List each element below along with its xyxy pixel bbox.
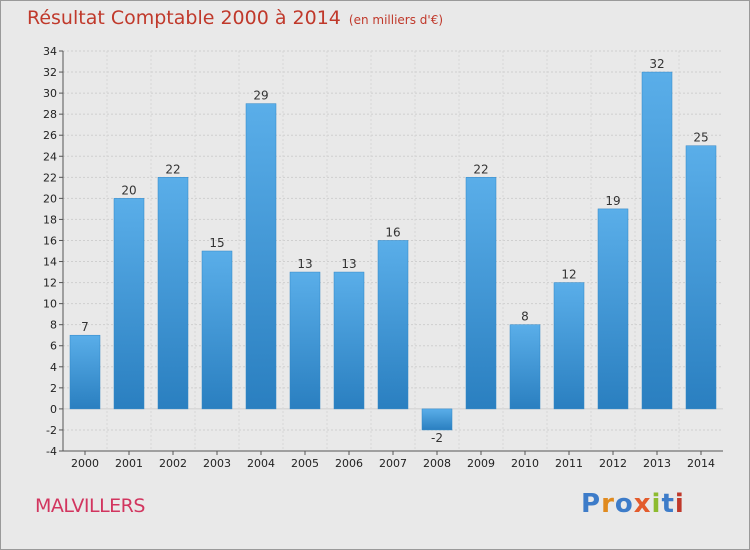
data-label: 7 bbox=[81, 320, 89, 334]
data-label: 22 bbox=[473, 162, 488, 176]
logo-letter: t bbox=[661, 489, 675, 519]
y-tick-label: 22 bbox=[43, 171, 57, 184]
data-labels: 7 20 22 15 29 13 13 16 -2 22 8 12 19 32 25 bbox=[81, 57, 708, 445]
x-tick-label: 2006 bbox=[335, 457, 363, 470]
y-tick-label: 8 bbox=[50, 319, 57, 332]
data-label: 25 bbox=[693, 131, 708, 145]
y-tick-label: 18 bbox=[43, 213, 57, 226]
y-tick-label: 26 bbox=[43, 129, 57, 142]
y-tick-label: -2 bbox=[46, 424, 57, 437]
x-tick-label: 2008 bbox=[423, 457, 451, 470]
x-tick-label: 2012 bbox=[599, 457, 627, 470]
y-tick-label: 16 bbox=[43, 234, 57, 247]
logo-letter: P bbox=[581, 489, 602, 519]
x-tick-label: 2013 bbox=[643, 457, 671, 470]
y-tick-label: 10 bbox=[43, 298, 57, 311]
bar bbox=[597, 208, 629, 410]
bar bbox=[465, 177, 497, 410]
bar bbox=[69, 334, 101, 410]
y-tick-label: 28 bbox=[43, 108, 57, 121]
x-tick-label: 2011 bbox=[555, 457, 583, 470]
bar bbox=[245, 103, 277, 410]
logo-letter: x bbox=[633, 489, 652, 519]
data-label: 32 bbox=[649, 57, 664, 71]
bar bbox=[641, 71, 673, 410]
y-tick-label: 34 bbox=[43, 45, 57, 58]
bar bbox=[201, 250, 233, 410]
x-tick-label: 2002 bbox=[159, 457, 187, 470]
chart-title: Résultat Comptable 2000 à 2014 bbox=[27, 7, 341, 29]
x-tick-label: 2009 bbox=[467, 457, 495, 470]
logo-letter: o bbox=[614, 489, 634, 519]
chart-subtitle: (en milliers d'€) bbox=[348, 13, 444, 27]
data-label: 15 bbox=[209, 236, 224, 250]
commune-name: MALVILLERS bbox=[35, 495, 145, 517]
y-tick-label: 0 bbox=[50, 403, 57, 416]
bars bbox=[69, 71, 717, 431]
data-label: 16 bbox=[385, 225, 400, 239]
x-tick-label: 2007 bbox=[379, 457, 407, 470]
bar bbox=[685, 145, 717, 410]
y-tick-label: 24 bbox=[43, 150, 57, 163]
data-label: 29 bbox=[253, 89, 268, 103]
y-tick-label: -4 bbox=[46, 445, 57, 458]
bar bbox=[333, 271, 365, 410]
logo-letter: r bbox=[601, 489, 615, 519]
bar bbox=[553, 282, 585, 410]
bar bbox=[289, 271, 321, 410]
data-label: 19 bbox=[605, 194, 620, 208]
x-tick-label: 2003 bbox=[203, 457, 231, 470]
data-label: 22 bbox=[165, 162, 180, 176]
x-tick-label: 2001 bbox=[115, 457, 143, 470]
data-label: 8 bbox=[521, 310, 529, 324]
y-tick-label: 12 bbox=[43, 277, 57, 290]
logo-letter: i bbox=[651, 489, 662, 519]
bar bbox=[377, 240, 409, 410]
title-line: Résultat Comptable 2000 à 2014 (en millie… bbox=[27, 7, 443, 29]
data-label: 12 bbox=[561, 268, 576, 282]
data-label: 20 bbox=[121, 183, 136, 197]
bar bbox=[157, 177, 189, 410]
x-tick-label: 2014 bbox=[687, 457, 715, 470]
y-tick-label: 20 bbox=[43, 192, 57, 205]
y-tick-label: 6 bbox=[50, 340, 57, 353]
x-tick-label: 2010 bbox=[511, 457, 539, 470]
data-label: -2 bbox=[431, 431, 443, 445]
proxiti-logo[interactable]: Proxiti bbox=[581, 489, 685, 519]
data-label: 13 bbox=[341, 257, 356, 271]
y-tick-label: 14 bbox=[43, 256, 57, 269]
bar bbox=[509, 324, 541, 410]
bar bbox=[421, 408, 453, 431]
y-tick-label: 32 bbox=[43, 66, 57, 79]
x-tick-label: 2000 bbox=[71, 457, 99, 470]
y-tick-label: 4 bbox=[50, 361, 57, 374]
y-tick-label: 30 bbox=[43, 87, 57, 100]
x-tick-label: 2004 bbox=[247, 457, 275, 470]
data-label: 13 bbox=[297, 257, 312, 271]
logo-letter: i bbox=[674, 489, 685, 519]
x-tick-label: 2005 bbox=[291, 457, 319, 470]
bar bbox=[113, 198, 145, 410]
y-tick-label: 2 bbox=[50, 382, 57, 395]
